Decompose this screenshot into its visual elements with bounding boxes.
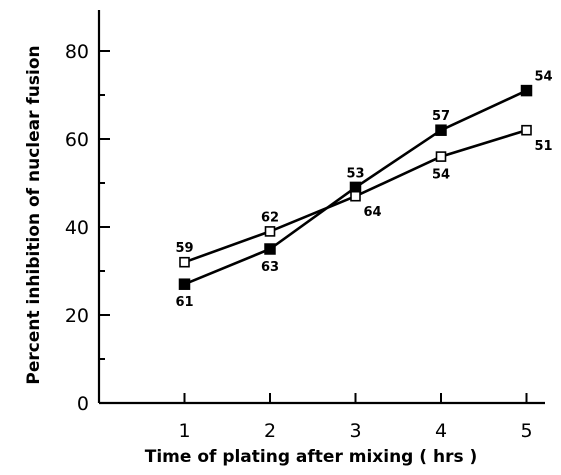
- x-tick-label: 2: [264, 420, 276, 442]
- data-label: 54: [535, 70, 553, 85]
- y-axis-title: Percent inhibition of nuclear fusion: [24, 45, 44, 384]
- data-label: 59: [175, 241, 193, 256]
- series-1: 61 63 53 57 54: [175, 70, 552, 311]
- data-point: [264, 226, 276, 237]
- y-ticks: 0 20 40 60 80: [65, 41, 110, 415]
- data-point: [350, 190, 361, 202]
- data-label: 64: [364, 205, 382, 220]
- x-tick-label: 5: [520, 420, 532, 442]
- data-point: [178, 278, 191, 290]
- data-label: 53: [346, 166, 364, 181]
- y-tick-label: 20: [65, 305, 89, 327]
- y-tick-label: 40: [65, 217, 89, 239]
- data-label: 63: [261, 260, 279, 275]
- x-tick-label: 4: [435, 420, 447, 442]
- data-point: [435, 151, 447, 162]
- series-layer: 61 63 53 57 54 59 62 64 54 51: [175, 70, 552, 311]
- y-tick-label: 0: [77, 393, 89, 415]
- data-label: 54: [432, 168, 450, 183]
- data-label: 61: [175, 295, 193, 310]
- data-point: [520, 84, 533, 97]
- x-tick-label: 3: [349, 420, 361, 442]
- x-axis-title: Time of plating after mixing ( hrs ): [145, 447, 478, 467]
- data-label: 57: [432, 109, 450, 124]
- data-point: [179, 256, 190, 268]
- data-label: 51: [535, 139, 553, 154]
- data-point: [349, 181, 362, 194]
- y-tick-label: 80: [65, 41, 89, 63]
- y-tick-label: 60: [65, 129, 89, 151]
- x-tick-label: 1: [178, 420, 190, 442]
- series-2: 59 62 64 54 51: [175, 124, 553, 268]
- x-ticks: 1 2 3 4 5: [178, 393, 533, 442]
- data-point: [435, 124, 447, 136]
- data-point: [264, 243, 276, 255]
- data-point: [521, 124, 532, 136]
- data-label: 62: [261, 210, 279, 225]
